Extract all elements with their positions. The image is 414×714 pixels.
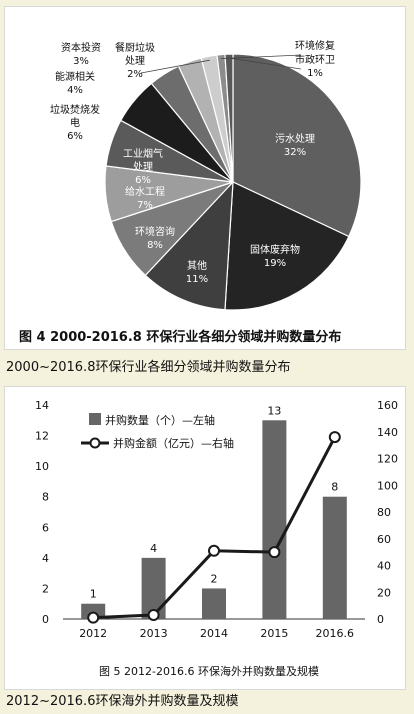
- left-axis-tick: 14: [35, 399, 49, 412]
- left-axis-tick: 12: [35, 430, 49, 443]
- bar-2012: [81, 603, 106, 619]
- amount-point-2012: [87, 611, 100, 624]
- legend-bar-label: 并购数量（个）—左轴: [105, 413, 215, 427]
- amount-point-2015: [268, 546, 281, 559]
- right-axis-tick: 20: [377, 586, 391, 599]
- right-axis-tick: 0: [377, 613, 384, 626]
- pie-chart-panel: 污水处理 32% 固体废弃物 19% 其他 11% 环境咨询 8% 给水工程 7% 工业烟气处理 6%…: [4, 6, 406, 350]
- left-axis-tick: 10: [35, 460, 49, 473]
- pie-label-5: 工业烟气处理 6%: [123, 147, 163, 186]
- right-axis-tick: 80: [377, 506, 391, 519]
- bar-value-label: 8: [331, 481, 338, 494]
- pie-chart-title: 图 4 2000-2016.8 环保行业各细分领域并购数量分布: [19, 329, 341, 345]
- pie-slice-1: [224, 181, 350, 311]
- right-axis-tick: 60: [377, 533, 391, 546]
- right-axis-tick: 160: [377, 399, 398, 412]
- x-tick-label: 2015: [260, 627, 288, 640]
- pie-label-8: 资本投资 3%: [61, 41, 101, 67]
- bar-caption: 2012~2016.6环保海外并购数量及规模: [6, 694, 239, 709]
- bar-2015: [262, 420, 287, 619]
- right-axis-tick: 40: [377, 560, 391, 573]
- bar-2014: [202, 588, 226, 619]
- x-tick-label: 2014: [200, 627, 228, 640]
- pie-leader-11: [229, 57, 302, 70]
- pie-leader-9: [140, 59, 210, 74]
- left-axis-tick: 6: [42, 521, 49, 534]
- legend-line-marker: [89, 437, 101, 449]
- left-axis-tick: 4: [42, 552, 49, 565]
- pie-label-2: 其他 11%: [186, 259, 208, 285]
- pie-caption: 2000~2016.8环保行业各细分领域并购数量分布: [6, 360, 291, 375]
- pie-label-7: 能源相关 4%: [55, 70, 95, 96]
- pie-label-4: 给水工程 7%: [125, 185, 165, 211]
- legend-bar-swatch: [89, 413, 101, 425]
- bar-value-label: 13: [267, 404, 281, 417]
- left-axis-tick: 8: [42, 491, 49, 504]
- pie-slice-0: [232, 53, 362, 238]
- pie-label-0: 污水处理 32%: [275, 133, 315, 158]
- pie-slice-11: [224, 53, 234, 183]
- legend-line-label: 并购金额（亿元）—右轴: [113, 436, 234, 450]
- bar-chart-title: 图 5 2012-2016.6 环保海外并购数量及规模: [99, 664, 319, 678]
- right-axis-tick: 100: [377, 479, 398, 492]
- left-axis-tick: 0: [42, 613, 49, 626]
- bar-chart-panel: 0 2 4 6 8 10 12 14 0 20 40 60 80 100 120 140 160 2012 2013…: [4, 386, 406, 690]
- pie-label-9: 餐厨垃圾处理 2%: [115, 41, 155, 80]
- pie-chart: 污水处理 32% 固体废弃物 19% 其他 11% 环境咨询 8% 给水工程 7%工业烟气处理 6%…: [19, 39, 362, 345]
- amount-point-2016.6: [328, 431, 341, 444]
- x-tick-label: 2012: [79, 627, 107, 640]
- bar-2016.6: [322, 496, 347, 619]
- pie-label-1: 固体废弃物 19%: [250, 243, 300, 269]
- pie-label-3: 环境咨询 8%: [135, 225, 175, 251]
- bar-2013: [141, 557, 166, 619]
- right-axis-tick: 140: [377, 426, 398, 439]
- bar-value-label: 4: [150, 542, 157, 555]
- pie-leader-10: [221, 54, 302, 59]
- pie-label-10: 环境修复: [295, 39, 335, 52]
- pie-slice-2: [144, 180, 234, 311]
- bar-value-label: 1: [90, 588, 97, 601]
- pie-label-11: 市政环卫 1%: [295, 53, 335, 79]
- x-tick-label: 2013: [140, 627, 168, 640]
- left-axis-tick: 2: [42, 582, 49, 595]
- amount-point-2014: [208, 544, 220, 557]
- amount-point-2013: [147, 608, 160, 621]
- right-axis-tick: 120: [377, 453, 398, 466]
- pie-label-6: 垃圾焚烧发电 6%: [50, 103, 100, 142]
- x-tick-label: 2016.6: [316, 627, 355, 640]
- bar-value-label: 2: [211, 572, 218, 585]
